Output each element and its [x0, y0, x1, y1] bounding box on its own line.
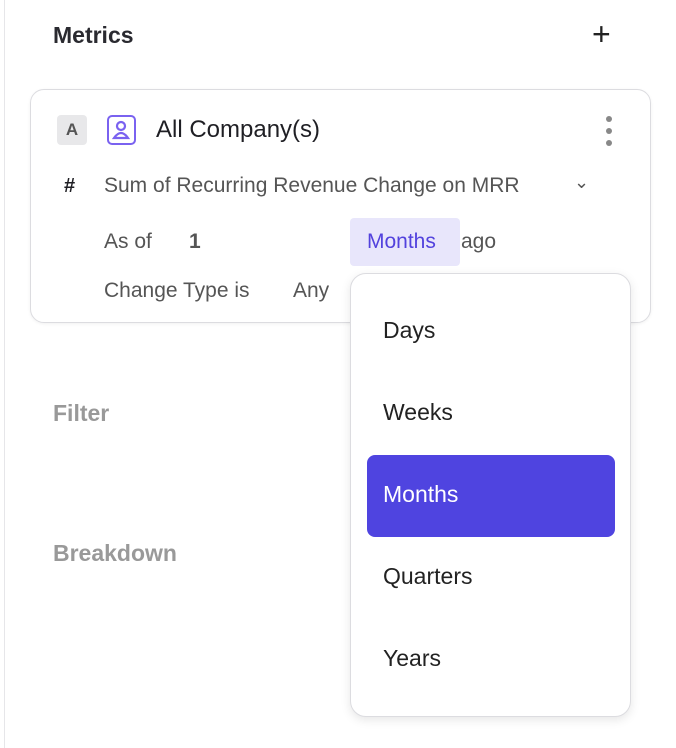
- breakdown-section[interactable]: Breakdown: [53, 540, 177, 566]
- kebab-icon[interactable]: [604, 116, 614, 146]
- unit-dropdown: Days Weeks Months Quarters Years: [350, 273, 631, 717]
- unit-selector[interactable]: Months: [350, 218, 460, 266]
- panel-divider: [4, 0, 5, 748]
- person-icon: [107, 115, 136, 145]
- option-years[interactable]: Years: [383, 645, 441, 671]
- change-type-label: Change Type is: [104, 279, 250, 302]
- option-months[interactable]: Months: [367, 455, 615, 537]
- option-days[interactable]: Days: [383, 317, 436, 343]
- metric-card: [30, 89, 651, 323]
- metrics-title: Metrics: [53, 22, 134, 48]
- filter-section[interactable]: Filter: [53, 400, 110, 426]
- as-of-label: As of: [104, 230, 152, 253]
- as-of-value[interactable]: 1: [189, 230, 201, 253]
- ago-label: ago: [461, 230, 497, 253]
- plus-icon[interactable]: +: [592, 16, 611, 52]
- option-quarters[interactable]: Quarters: [383, 563, 473, 589]
- metric-badge: A: [57, 115, 87, 145]
- metric-selector[interactable]: Sum of Recurring Revenue Change on MRR: [104, 174, 520, 197]
- chevron-down-icon[interactable]: ⌄: [574, 172, 590, 192]
- change-type-value[interactable]: Any: [293, 279, 330, 302]
- hash-icon: #: [64, 175, 76, 197]
- entity-name[interactable]: All Company(s): [156, 116, 321, 143]
- option-weeks[interactable]: Weeks: [383, 399, 453, 425]
